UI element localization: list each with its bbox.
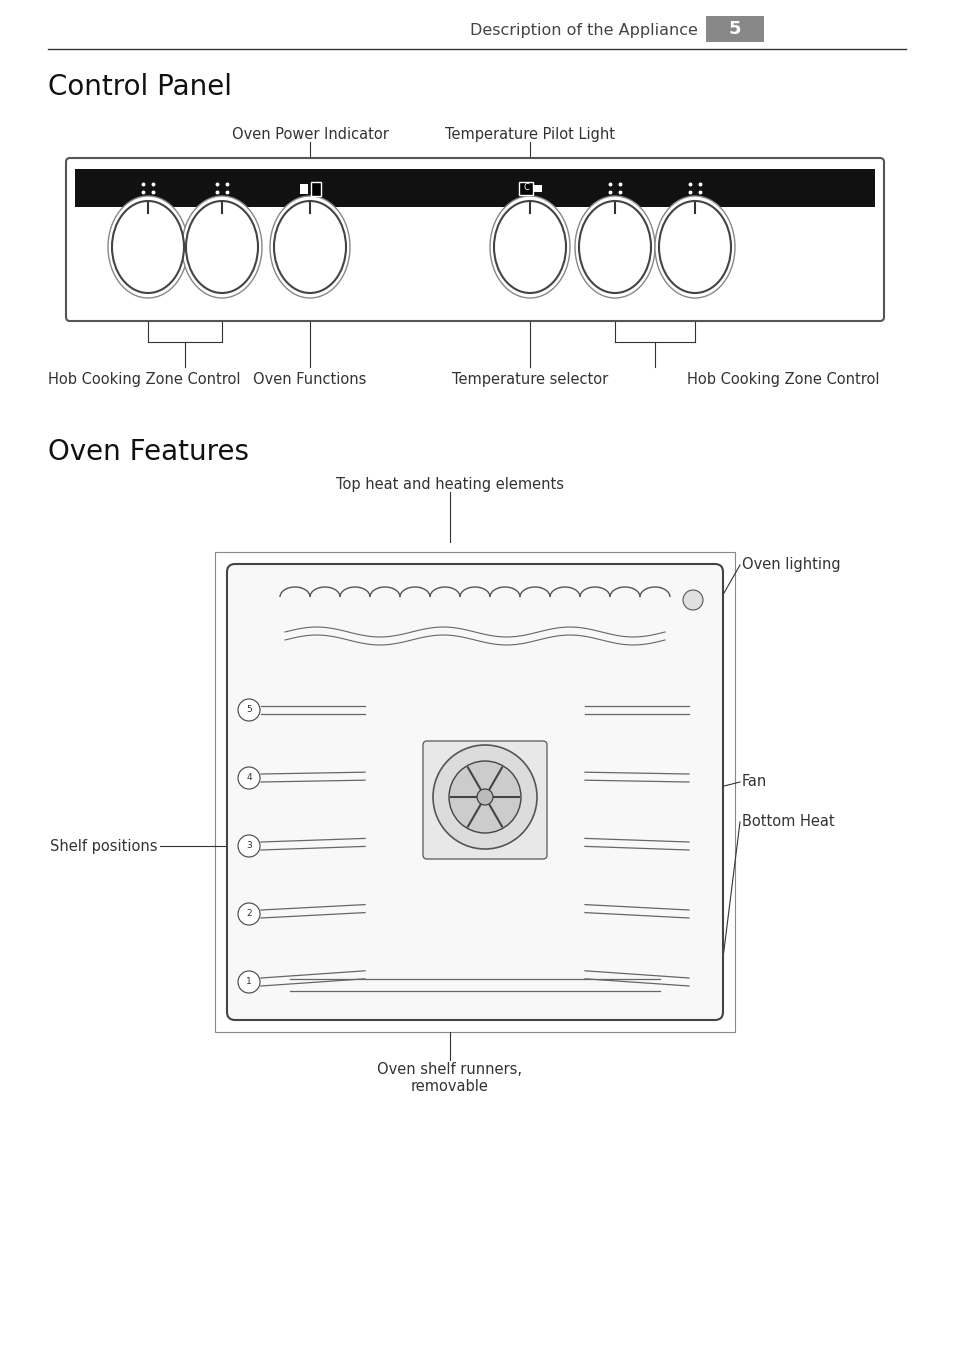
FancyBboxPatch shape bbox=[227, 564, 722, 1019]
Text: Oven Features: Oven Features bbox=[48, 438, 249, 466]
Text: 5: 5 bbox=[246, 706, 252, 714]
Ellipse shape bbox=[186, 201, 257, 293]
Ellipse shape bbox=[112, 201, 184, 293]
FancyBboxPatch shape bbox=[66, 158, 883, 320]
Circle shape bbox=[476, 790, 493, 804]
Text: Hob Cooking Zone Control: Hob Cooking Zone Control bbox=[687, 372, 879, 387]
Circle shape bbox=[237, 903, 260, 925]
Ellipse shape bbox=[655, 196, 734, 297]
Text: 1: 1 bbox=[246, 977, 252, 987]
Text: Temperature Pilot Light: Temperature Pilot Light bbox=[444, 127, 615, 142]
Ellipse shape bbox=[659, 201, 730, 293]
Text: Oven shelf runners,
removable: Oven shelf runners, removable bbox=[377, 1063, 522, 1094]
Text: Oven lighting: Oven lighting bbox=[741, 557, 840, 572]
Bar bbox=[75, 169, 874, 207]
Ellipse shape bbox=[494, 201, 565, 293]
Circle shape bbox=[237, 971, 260, 992]
Text: 4: 4 bbox=[246, 773, 252, 783]
Text: C: C bbox=[522, 184, 528, 192]
Bar bbox=[311, 183, 320, 196]
Ellipse shape bbox=[490, 196, 569, 297]
Ellipse shape bbox=[274, 201, 346, 293]
Text: Top heat and heating elements: Top heat and heating elements bbox=[335, 477, 563, 492]
Circle shape bbox=[682, 589, 702, 610]
Circle shape bbox=[433, 745, 537, 849]
Text: 3: 3 bbox=[246, 841, 252, 850]
Text: Description of the Appliance: Description of the Appliance bbox=[470, 23, 698, 38]
Text: 5: 5 bbox=[728, 20, 740, 38]
Bar bbox=[534, 185, 541, 192]
Text: Fan: Fan bbox=[741, 775, 766, 790]
Text: Shelf positions: Shelf positions bbox=[51, 838, 158, 853]
Circle shape bbox=[237, 767, 260, 790]
Ellipse shape bbox=[108, 196, 188, 297]
FancyBboxPatch shape bbox=[422, 741, 546, 859]
Ellipse shape bbox=[578, 201, 650, 293]
Text: Bottom Heat: Bottom Heat bbox=[741, 814, 834, 830]
Ellipse shape bbox=[575, 196, 655, 297]
Bar bbox=[705, 16, 763, 42]
Circle shape bbox=[449, 761, 520, 833]
Text: 2: 2 bbox=[246, 910, 252, 918]
Text: Temperature selector: Temperature selector bbox=[452, 372, 607, 387]
Text: Oven Functions: Oven Functions bbox=[253, 372, 366, 387]
Bar bbox=[214, 552, 734, 1032]
Circle shape bbox=[237, 699, 260, 721]
Circle shape bbox=[237, 836, 260, 857]
Bar bbox=[299, 184, 308, 193]
Ellipse shape bbox=[270, 196, 350, 297]
Bar bbox=[518, 183, 533, 195]
Ellipse shape bbox=[182, 196, 262, 297]
Text: Oven Power Indicator: Oven Power Indicator bbox=[232, 127, 388, 142]
Text: Hob Cooking Zone Control: Hob Cooking Zone Control bbox=[48, 372, 240, 387]
Text: Control Panel: Control Panel bbox=[48, 73, 232, 101]
